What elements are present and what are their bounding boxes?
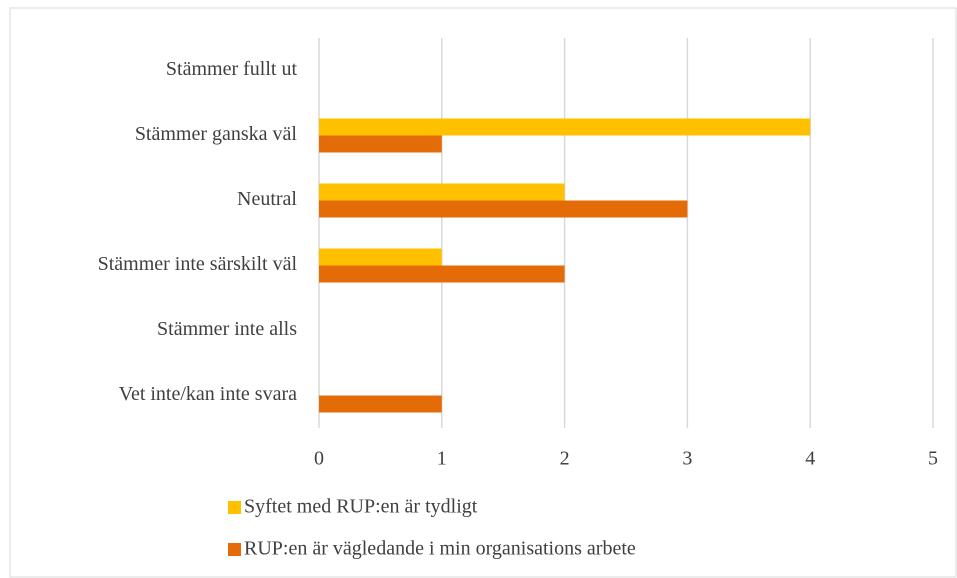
bar <box>319 183 565 201</box>
y-tick-label: Stämmer fullt ut <box>166 58 298 80</box>
chart-frame <box>9 7 957 578</box>
x-tick-label: 3 <box>682 448 692 470</box>
legend-swatch <box>228 543 241 556</box>
y-tick-label: Neutral <box>237 188 297 210</box>
bar <box>319 200 688 218</box>
bar <box>319 118 811 136</box>
bar <box>319 395 442 413</box>
y-tick-label: Vet inte/kan inte svara <box>119 383 297 405</box>
x-tick-label: 5 <box>928 448 938 470</box>
x-tick-label: 2 <box>560 448 570 470</box>
bar <box>319 135 442 153</box>
legend-label: Syftet med RUP:en är tydligt <box>244 496 478 518</box>
x-tick-label: 1 <box>437 448 447 470</box>
bar <box>319 248 442 266</box>
x-tick-label: 0 <box>314 448 324 470</box>
legend-swatch <box>228 501 241 514</box>
y-tick-label: Stämmer inte alls <box>157 318 297 340</box>
y-tick-label: Stämmer ganska väl <box>135 123 298 145</box>
x-tick-label: 4 <box>805 448 815 470</box>
y-tick-label: Stämmer inte särskilt väl <box>98 253 298 275</box>
legend-label: RUP:en är vägledande i min organisations… <box>244 538 636 560</box>
bar <box>319 265 565 283</box>
